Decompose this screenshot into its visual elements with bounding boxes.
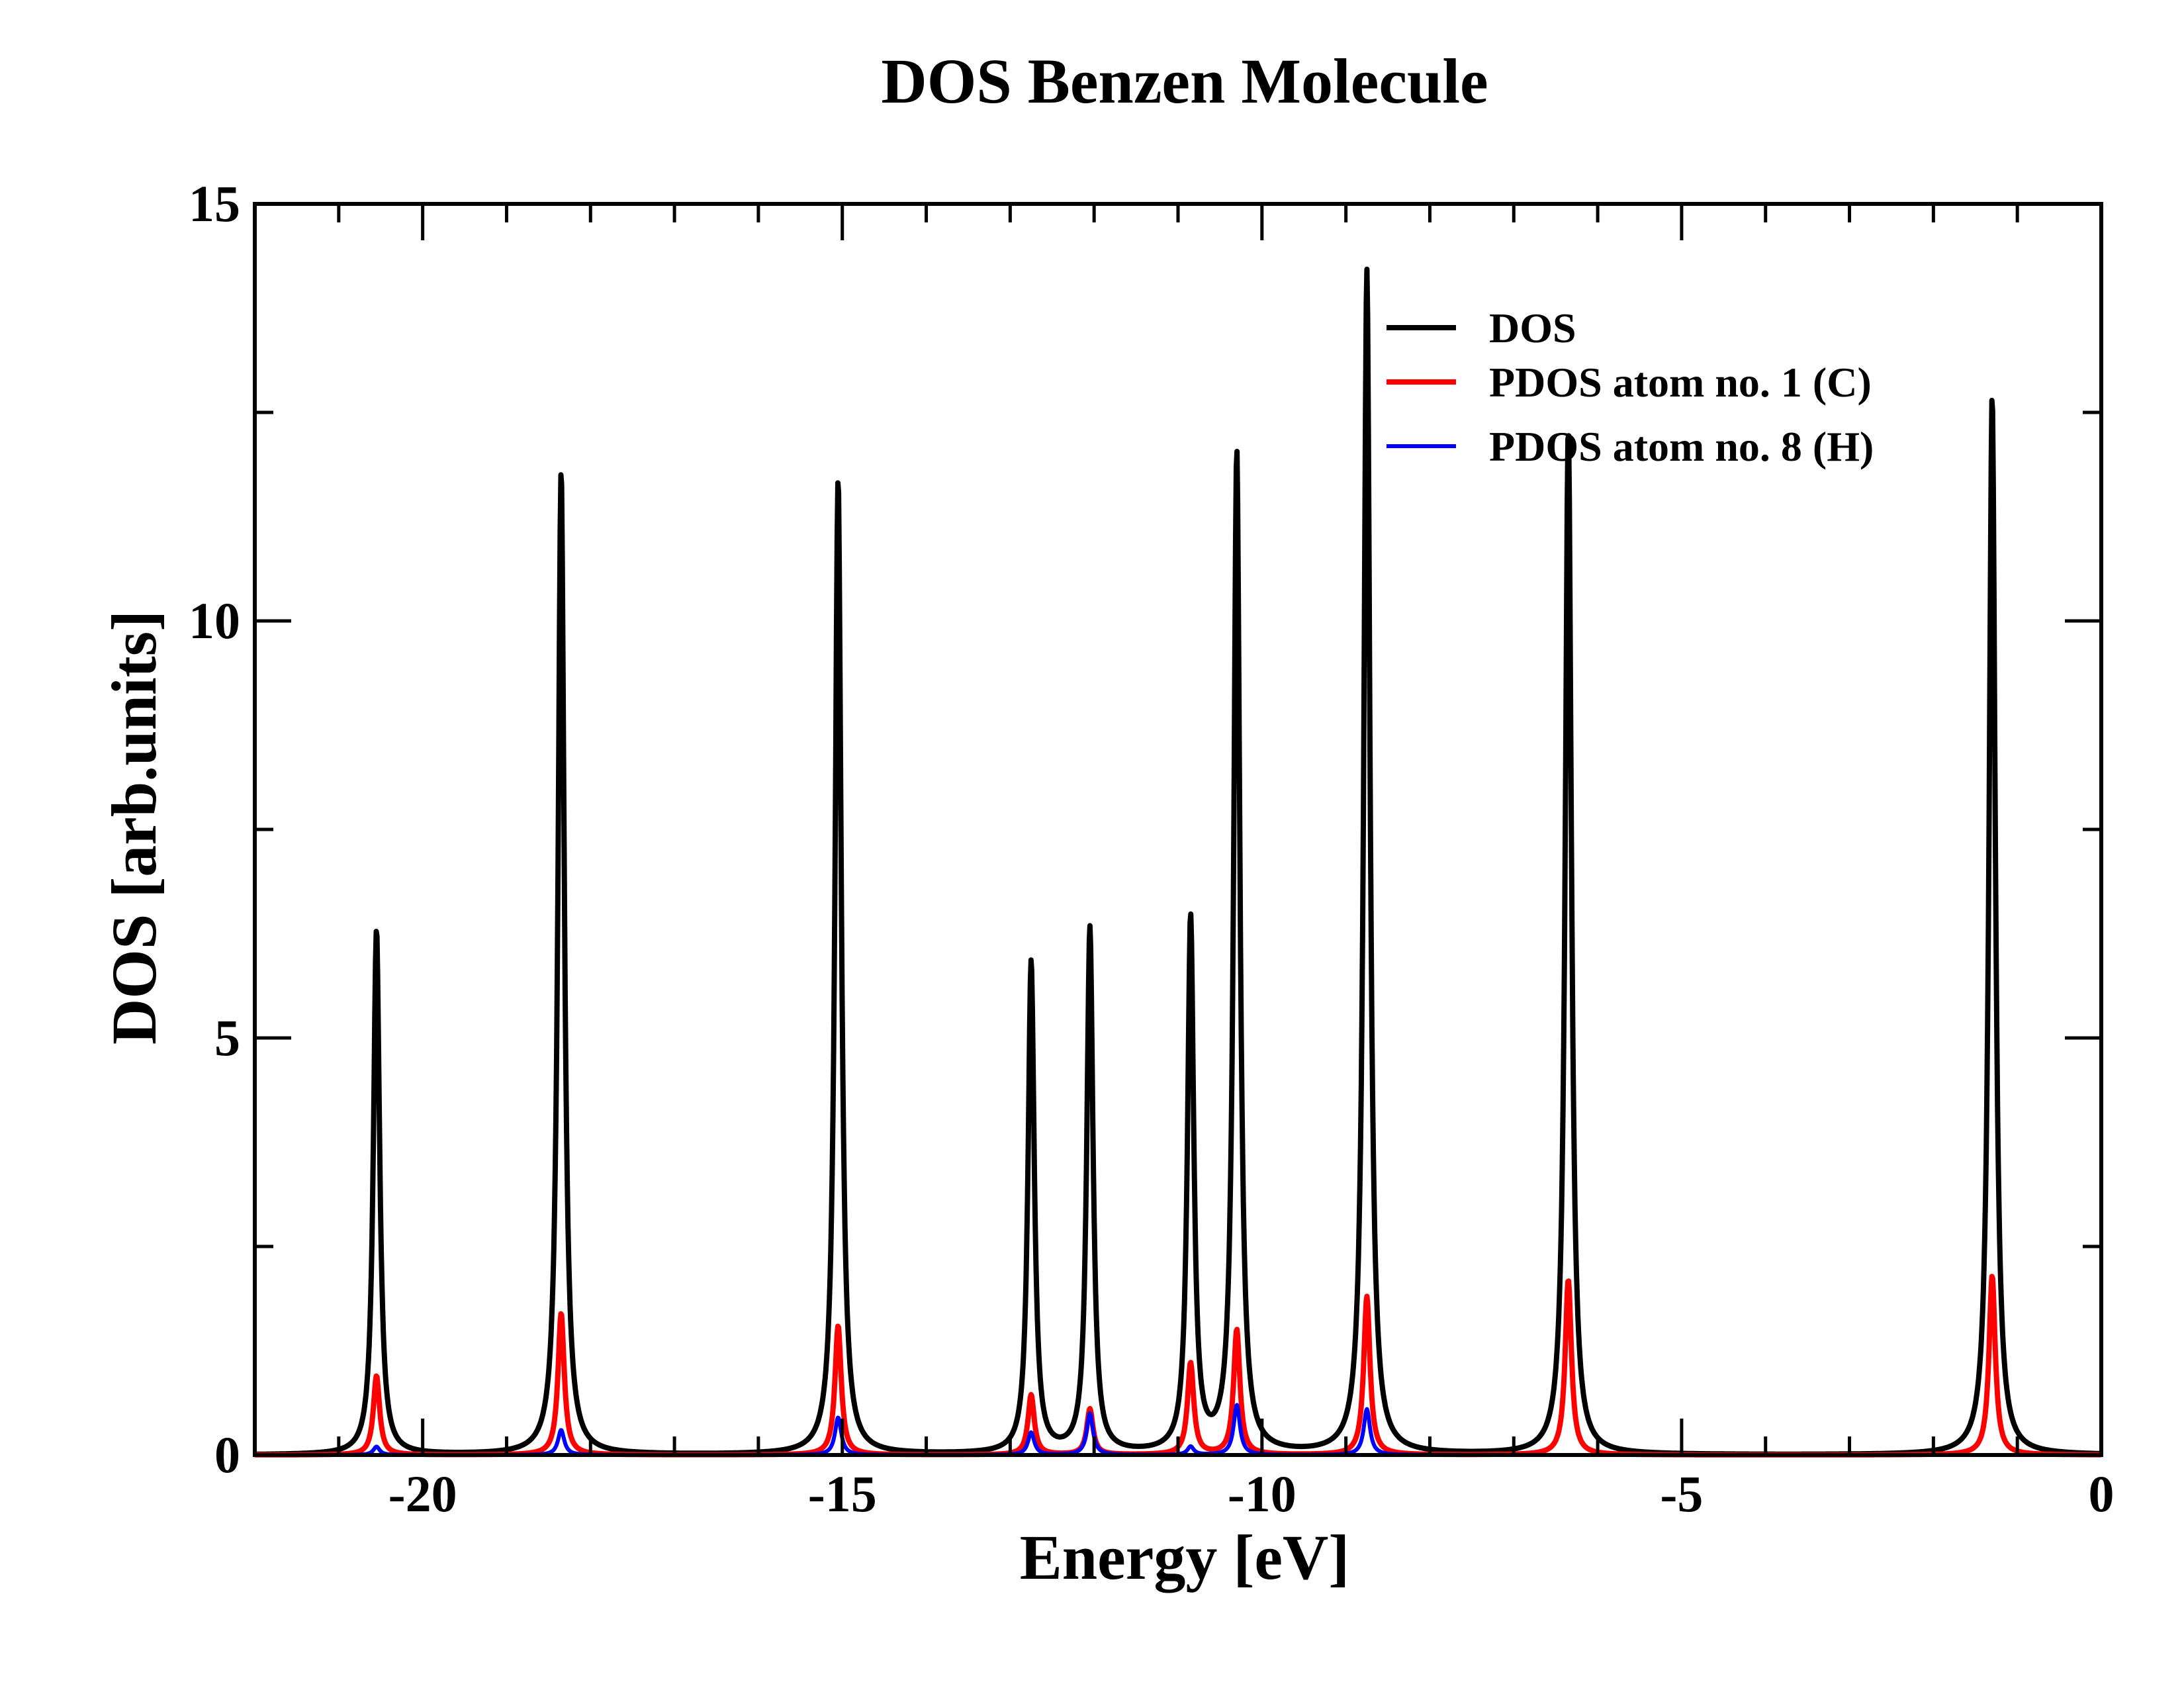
x-axis-label: Energy [eV] — [1020, 1522, 1350, 1593]
x-tick-labels: -20 -15 -10 -5 0 — [388, 1465, 2115, 1523]
y-tick-labels: 0 5 10 15 — [189, 175, 240, 1483]
y-tick-label: 15 — [189, 175, 240, 232]
y-axis-label: DOS [arb.units] — [99, 610, 169, 1045]
x-tick-label: -15 — [808, 1465, 877, 1523]
x-tick-label: -5 — [1660, 1465, 1703, 1523]
y-tick-label: 5 — [214, 1009, 240, 1066]
x-tick-label: -10 — [1228, 1465, 1297, 1523]
legend-label-pdos-c: PDOS atom no. 1 (C) — [1489, 359, 1872, 406]
chart-title: DOS Benzen Molecule — [881, 46, 1488, 117]
axis-ticks — [253, 202, 2103, 1457]
y-tick-label: 0 — [214, 1426, 240, 1483]
y-tick-label: 10 — [189, 592, 240, 649]
x-tick-label: -20 — [388, 1465, 457, 1523]
legend-label-dos: DOS — [1489, 305, 1576, 352]
legend-label-pdos-h: PDOS atom no. 8 (H) — [1489, 423, 1874, 470]
series-line-2 — [253, 1274, 2103, 1458]
x-tick-label: 0 — [2089, 1465, 2115, 1523]
legend: DOS PDOS atom no. 1 (C) PDOS atom no. 8 … — [1387, 305, 1874, 470]
